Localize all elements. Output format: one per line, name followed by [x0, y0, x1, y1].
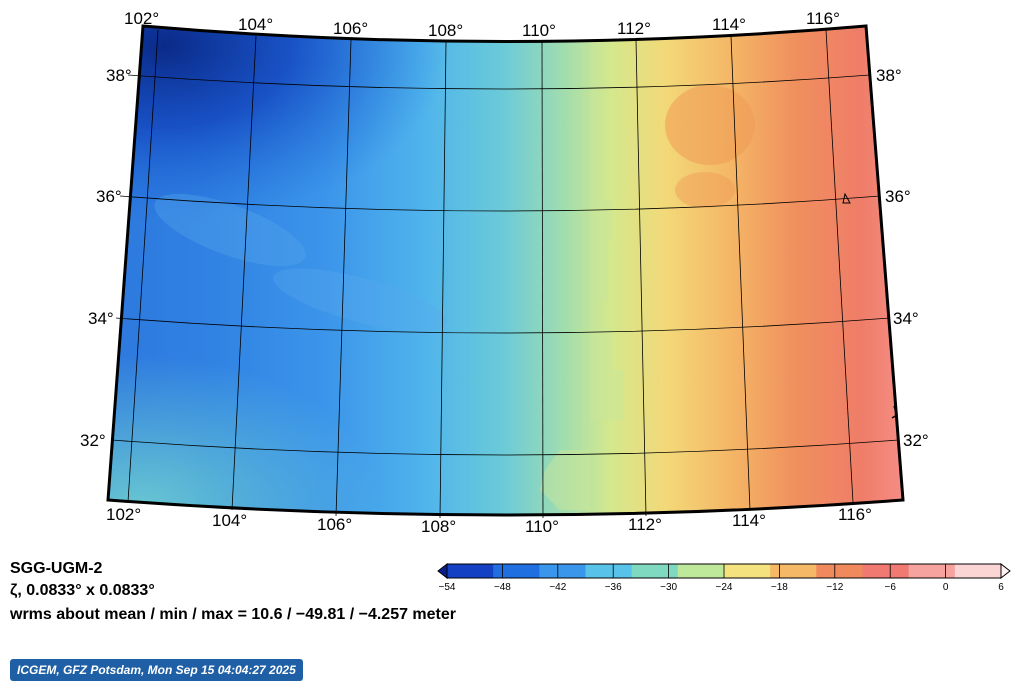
- lon-label-bottom: 106°: [317, 515, 352, 534]
- colorbar-tick-label: 0: [943, 582, 949, 593]
- grid-resolution: ζ, 0.0833° x 0.0833°: [10, 582, 155, 599]
- colorbar-cell: [908, 564, 956, 578]
- lat-label-right: 38°: [876, 66, 902, 85]
- left-lat-labels: 38° 36° 34° 32°: [80, 66, 132, 450]
- lat-label-left: 32°: [80, 431, 106, 450]
- lat-label-left: 38°: [106, 66, 132, 85]
- colorbar-cell: [724, 564, 771, 578]
- colorbar-tick-label: 6: [998, 582, 1004, 593]
- map-frame: [106, 24, 905, 517]
- lon-label-bottom: 114°: [732, 511, 766, 530]
- statistics-line: wrms about mean / min / max = 10.6 / −49…: [10, 606, 457, 623]
- colorbar-cell: [493, 564, 540, 578]
- colorbar-tick-label: −30: [660, 582, 677, 593]
- colorbar-cell: [954, 564, 1002, 578]
- lon-label-bottom: 112°: [628, 515, 662, 534]
- lake-outline: [842, 192, 851, 204]
- model-name: SGG-UGM-2: [10, 560, 103, 577]
- colorbar-cell: [816, 564, 863, 578]
- lat-label-left: 34°: [88, 309, 114, 328]
- lon-label-bottom: 102°: [106, 505, 141, 524]
- credit-badge: ICGEM, GFZ Potsdam, Mon Sep 15 04:04:27 …: [10, 659, 303, 681]
- colorbar-tick-label: −36: [605, 582, 622, 593]
- graticule: [111, 29, 899, 519]
- lon-label-top: 104°: [238, 15, 273, 34]
- lon-label-top: 102°: [124, 9, 159, 28]
- colorbar-tick-label: −18: [771, 582, 788, 593]
- colorbar-tick-label: −42: [549, 582, 566, 593]
- colorbar-cell: [585, 564, 633, 578]
- lat-label-right: 34°: [893, 309, 919, 328]
- colorbar-low-arrow: [437, 562, 448, 580]
- colorbar-tick-label: −6: [884, 582, 896, 593]
- colorbar-ticks: −54 −48 −42 −36 −30 −24 −18 −12 −6 0 6: [439, 564, 1004, 593]
- colorbar-cell: [677, 564, 725, 578]
- geoid-map: 102° 104° 106° 108° 110° 112° 114° 116° …: [80, 9, 929, 536]
- colorbar-cell: [770, 564, 817, 578]
- colorbar-cell: [539, 564, 586, 578]
- lat-label-right: 36°: [885, 187, 911, 206]
- right-lat-labels: 38° 36° 34° 32°: [876, 66, 929, 450]
- colorbar-cell: [631, 564, 679, 578]
- colorbar-cell: [862, 564, 910, 578]
- lon-label-top: 110°: [522, 21, 556, 40]
- bottom-lon-labels: 102° 104° 106° 108° 110° 112° 114° 116°: [106, 505, 872, 536]
- colorbar-tick-label: −54: [439, 582, 456, 593]
- colorbar-high-arrow: [1000, 562, 1011, 580]
- lon-label-top: 112°: [617, 19, 651, 38]
- lon-label-top: 108°: [428, 21, 463, 40]
- colorbar-tick-label: −12: [826, 582, 843, 593]
- lat-label-right: 32°: [903, 431, 929, 450]
- lat-label-left: 36°: [96, 187, 122, 206]
- lon-label-bottom: 110°: [525, 517, 559, 536]
- lon-label-bottom: 104°: [212, 511, 247, 530]
- geoid-field: [108, 26, 903, 515]
- colorbar-tick-label: −48: [494, 582, 511, 593]
- lon-label-top: 116°: [806, 9, 840, 28]
- lon-label-top: 106°: [333, 19, 368, 38]
- colorbar-tick-label: −24: [716, 582, 733, 593]
- top-lon-labels: 102° 104° 106° 108° 110° 112° 114° 116°: [124, 9, 840, 40]
- lon-label-bottom: 116°: [838, 505, 872, 524]
- colorbar-cell: [447, 564, 494, 578]
- colorbar: −54 −48 −42 −36 −30 −24 −18 −12 −6 0 6: [437, 562, 1011, 593]
- lon-label-top: 114°: [712, 15, 746, 34]
- lon-label-bottom: 108°: [421, 517, 456, 536]
